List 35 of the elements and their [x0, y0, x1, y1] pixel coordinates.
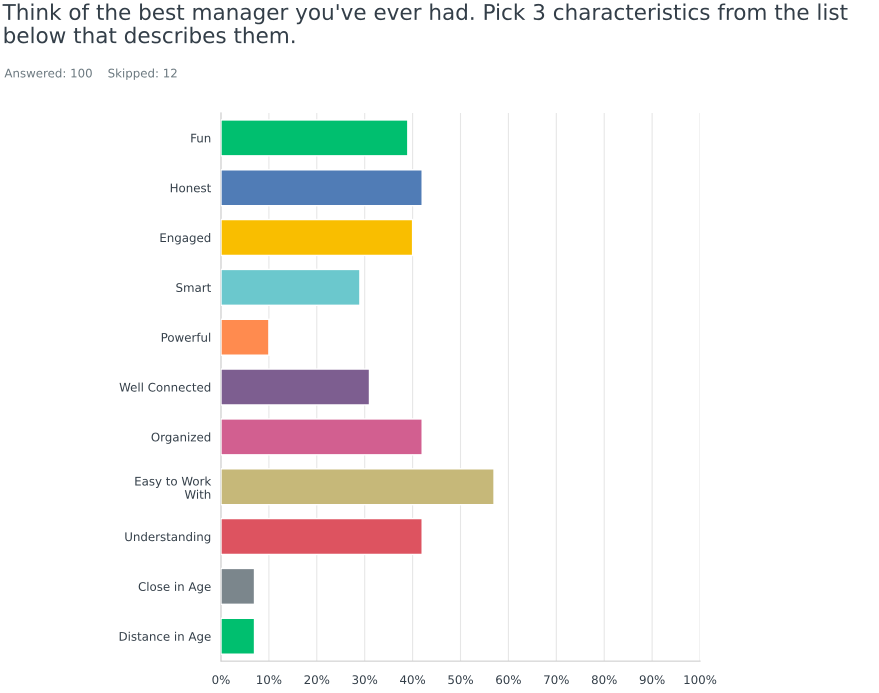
y-tick-label: Engaged: [160, 233, 210, 244]
y-tick-label: Fun: [191, 134, 210, 143]
bar: [220, 618, 256, 655]
y-tick-label: Understanding: [125, 532, 210, 544]
y-tick-label: Close in Age: [138, 582, 211, 594]
x-tick-label: 90%: [640, 675, 665, 684]
bar: [220, 218, 414, 256]
y-tick-label: Well Connected: [120, 382, 210, 392]
chart-title: Think of the best manager you've ever had. Pick 3 characteristics from the list below that describes them.: [2, 3, 848, 44]
bar: [220, 568, 256, 606]
text: Answered: 100 Skipped: 12: [4, 68, 177, 80]
x-tick-label: 60%: [496, 675, 521, 684]
x-tick-label: 10%: [257, 675, 282, 684]
x-tick-label: 0%: [212, 675, 230, 684]
y-tick-label: Organized: [152, 432, 210, 444]
y-tick-label: Easy to Work With: [135, 476, 212, 499]
x-tick-label: 50%: [448, 675, 473, 684]
bar: [220, 119, 409, 157]
y-tick-label: Honest: [170, 184, 211, 192]
y-tick-label: Distance in Age: [120, 632, 211, 644]
bar: [220, 518, 423, 556]
bar: [220, 268, 361, 306]
x-tick-label: 20%: [304, 675, 330, 684]
x-tick-label: 80%: [592, 675, 617, 684]
bar: [220, 468, 495, 506]
x-tick-label: 40%: [400, 675, 426, 684]
y-tick-label: Powerful: [162, 332, 210, 342]
bar: [220, 418, 423, 456]
bar: [220, 169, 423, 206]
x-tick-label: 100%: [684, 675, 716, 684]
y-tick-label: Smart: [176, 283, 211, 292]
x-tick-label: 30%: [352, 675, 378, 684]
bar: [220, 368, 370, 406]
x-tick-label: 70%: [544, 675, 569, 684]
bar: [220, 318, 270, 356]
